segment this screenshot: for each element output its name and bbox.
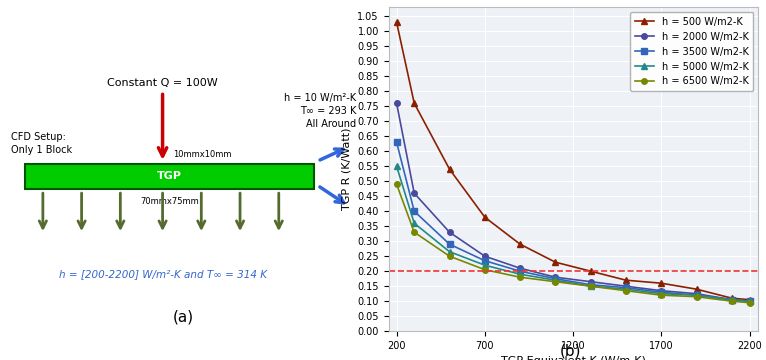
h = 3500 W/m2-K — [745, 299, 754, 303]
h = 3500 W/m2-K — [586, 283, 595, 287]
h = 3500 W/m2-K — [727, 297, 736, 302]
h = 500 W/m2-K — [480, 215, 489, 219]
Legend: h = 500 W/m2-K, h = 2000 W/m2-K, h = 3500 W/m2-K, h = 5000 W/m2-K, h = 6500 W/m2: h = 500 W/m2-K, h = 2000 W/m2-K, h = 350… — [630, 12, 754, 91]
h = 3500 W/m2-K — [392, 140, 401, 144]
h = 6500 W/m2-K — [551, 279, 560, 284]
h = 500 W/m2-K — [692, 287, 701, 291]
h = 6500 W/m2-K — [656, 293, 666, 297]
h = 500 W/m2-K — [516, 242, 525, 246]
Line: h = 6500 W/m2-K: h = 6500 W/m2-K — [394, 181, 752, 306]
h = 2000 W/m2-K — [445, 230, 454, 234]
h = 6500 W/m2-K — [480, 267, 489, 272]
h = 5000 W/m2-K — [745, 299, 754, 303]
h = 3500 W/m2-K — [480, 258, 489, 263]
h = 6500 W/m2-K — [392, 182, 401, 186]
h = 6500 W/m2-K — [516, 275, 525, 279]
h = 3500 W/m2-K — [656, 290, 666, 294]
Text: h = [200-2200] W/m²-K and T∞ = 314 K: h = [200-2200] W/m²-K and T∞ = 314 K — [58, 270, 267, 279]
Text: TGP: TGP — [157, 171, 182, 181]
h = 2000 W/m2-K — [656, 289, 666, 293]
Text: 70mmx75mm: 70mmx75mm — [140, 197, 199, 206]
h = 3500 W/m2-K — [445, 242, 454, 246]
h = 2000 W/m2-K — [516, 266, 525, 270]
Line: h = 5000 W/m2-K: h = 5000 W/m2-K — [394, 163, 752, 304]
Text: CFD Setup:
Only 1 Block: CFD Setup: Only 1 Block — [11, 132, 72, 155]
h = 2000 W/m2-K — [586, 279, 595, 284]
h = 500 W/m2-K — [586, 269, 595, 273]
h = 500 W/m2-K — [621, 278, 630, 282]
h = 3500 W/m2-K — [410, 209, 419, 213]
h = 5000 W/m2-K — [410, 221, 419, 225]
h = 6500 W/m2-K — [692, 294, 701, 299]
Text: (a): (a) — [173, 310, 195, 325]
FancyBboxPatch shape — [25, 164, 314, 189]
Text: 10mmx10mm: 10mmx10mm — [173, 150, 231, 159]
h = 6500 W/m2-K — [727, 299, 736, 303]
h = 2000 W/m2-K — [410, 191, 419, 195]
Line: h = 2000 W/m2-K: h = 2000 W/m2-K — [394, 100, 752, 304]
h = 2000 W/m2-K — [392, 101, 401, 105]
h = 500 W/m2-K — [392, 20, 401, 24]
h = 2000 W/m2-K — [692, 292, 701, 296]
Line: h = 500 W/m2-K: h = 500 W/m2-K — [394, 19, 752, 302]
h = 5000 W/m2-K — [392, 164, 401, 168]
h = 500 W/m2-K — [410, 101, 419, 105]
h = 6500 W/m2-K — [445, 254, 454, 258]
h = 500 W/m2-K — [656, 281, 666, 285]
h = 2000 W/m2-K — [480, 254, 489, 258]
h = 5000 W/m2-K — [516, 272, 525, 276]
h = 5000 W/m2-K — [480, 263, 489, 267]
h = 5000 W/m2-K — [692, 293, 701, 297]
h = 5000 W/m2-K — [656, 292, 666, 296]
h = 3500 W/m2-K — [621, 285, 630, 290]
h = 2000 W/m2-K — [745, 299, 754, 303]
h = 2000 W/m2-K — [727, 297, 736, 302]
h = 2000 W/m2-K — [621, 284, 630, 288]
h = 5000 W/m2-K — [727, 297, 736, 302]
h = 500 W/m2-K — [445, 167, 454, 171]
h = 6500 W/m2-K — [410, 230, 419, 234]
X-axis label: TGP Equivalent K (W/m-K): TGP Equivalent K (W/m-K) — [501, 356, 646, 360]
Text: Constant Q = 100W: Constant Q = 100W — [107, 78, 218, 88]
h = 5000 W/m2-K — [586, 284, 595, 288]
h = 500 W/m2-K — [745, 297, 754, 302]
h = 5000 W/m2-K — [445, 249, 454, 254]
h = 5000 W/m2-K — [621, 287, 630, 291]
Line: h = 3500 W/m2-K: h = 3500 W/m2-K — [394, 139, 752, 304]
h = 3500 W/m2-K — [516, 269, 525, 273]
Y-axis label: TGP R (K/Watt): TGP R (K/Watt) — [342, 128, 352, 211]
h = 6500 W/m2-K — [621, 289, 630, 293]
h = 3500 W/m2-K — [551, 276, 560, 281]
Text: (b): (b) — [560, 343, 581, 358]
h = 2000 W/m2-K — [551, 275, 560, 279]
h = 500 W/m2-K — [551, 260, 560, 264]
h = 3500 W/m2-K — [692, 293, 701, 297]
h = 500 W/m2-K — [727, 296, 736, 300]
h = 6500 W/m2-K — [586, 284, 595, 288]
h = 6500 W/m2-K — [745, 301, 754, 305]
Text: h = 10 W/m²-K
T∞ = 293 K
All Around: h = 10 W/m²-K T∞ = 293 K All Around — [284, 93, 356, 129]
h = 5000 W/m2-K — [551, 278, 560, 282]
